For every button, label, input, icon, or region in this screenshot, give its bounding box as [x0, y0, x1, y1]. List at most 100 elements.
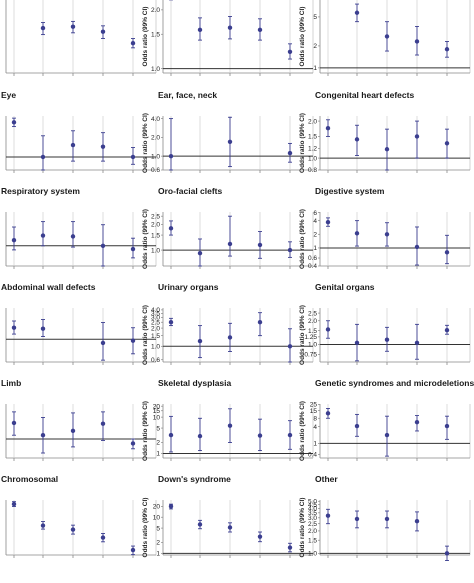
odds-ratio-point — [325, 219, 331, 225]
y-tick-label: 5.0 — [308, 498, 317, 505]
y-axis-label: Odds ratio (99% CI) — [142, 305, 149, 365]
y-axis-label: Odds ratio (99% CI) — [299, 209, 306, 269]
y-tick-label: 6 — [313, 210, 317, 217]
odds-ratio-point — [325, 411, 331, 416]
odds-ratio-point — [354, 423, 360, 429]
odds-ratio-point — [444, 47, 450, 52]
odds-ratio-point — [287, 49, 293, 54]
y-tick-label: 1 — [313, 65, 317, 72]
y-tick-label: 2.0 — [151, 325, 160, 332]
y-tick-label: 0.6 — [308, 255, 317, 262]
y-axis-label: Odds ratio (99% CI) — [299, 498, 306, 558]
panel-title: Eye — [1, 90, 16, 100]
y-tick-label: 1.0 — [151, 66, 160, 73]
y-tick-label: 1.5 — [308, 537, 317, 544]
y-axis-label: Odds ratio (99% CI) — [142, 498, 149, 558]
odds-ratio-point — [414, 419, 420, 425]
y-tick-label: 1 — [156, 551, 160, 558]
odds-ratio-point — [414, 519, 420, 524]
odds-ratio-point — [227, 335, 233, 340]
odds-ratio-point — [444, 327, 450, 333]
y-tick-label: 5 — [156, 425, 160, 432]
y-axis-label: Odds ratio (99% CI) — [142, 7, 149, 67]
odds-ratio-point — [384, 147, 390, 152]
odds-ratio-point — [257, 320, 263, 325]
odds-ratio-point — [100, 340, 106, 346]
odds-ratio-point — [168, 432, 174, 438]
odds-ratio-point — [414, 340, 420, 346]
odds-ratio-point — [257, 433, 263, 438]
odds-ratio-point — [197, 250, 203, 256]
y-tick-label: 1 — [313, 441, 317, 448]
y-tick-label: 20 — [153, 504, 161, 511]
y-tick-label: 2.5 — [151, 213, 160, 220]
y-tick-label: 0.75 — [304, 352, 317, 359]
y-tick-label: 1.0 — [308, 155, 317, 162]
y-tick-label: 1.0 — [151, 344, 160, 351]
panel-9: 0.40.6 1 2 46 Odds ratio (99% CI) Digestive s… — [299, 186, 471, 270]
y-tick-label: 1.2 — [308, 146, 317, 153]
odds-ratio-point — [70, 24, 76, 29]
y-tick-label: 2.0 — [151, 135, 160, 142]
panel-title: Respiratory system — [1, 186, 80, 196]
odds-ratio-point — [325, 126, 331, 131]
odds-ratio-point — [168, 504, 174, 509]
panel-title: Congenital heart defects — [315, 90, 414, 100]
odds-ratio-point — [257, 534, 263, 539]
odds-ratio-point — [100, 421, 106, 426]
y-tick-label: 2 — [156, 440, 160, 447]
y-tick-label: 5 — [313, 14, 317, 21]
odds-ratio-point — [414, 244, 420, 250]
y-tick-label: 0.4 — [308, 263, 317, 270]
y-tick-label: 0.4 — [308, 452, 317, 459]
y-tick-label: 2.0 — [151, 222, 160, 229]
y-tick-label: 8 — [313, 415, 317, 422]
y-tick-label: 3.0 — [151, 315, 160, 322]
odds-ratio-point — [287, 247, 293, 253]
odds-ratio-point — [227, 423, 233, 428]
y-axis-label: Odds ratio (99% CI) — [299, 305, 306, 365]
y-tick-label: 4.0 — [308, 506, 317, 513]
odds-ratio-point — [40, 326, 46, 331]
odds-ratio-point — [168, 153, 174, 159]
panel-title: Skeletal dysplasia — [158, 378, 232, 388]
panel-title: Abdominal wall defects — [1, 282, 96, 292]
y-axis-label: Odds ratio (99% CI) — [299, 7, 306, 67]
odds-ratio-point — [287, 545, 293, 550]
y-tick-label: 15 — [153, 408, 161, 415]
y-axis-label: Odds ratio (99% CI) — [142, 209, 149, 269]
y-tick-label: 3.0 — [308, 515, 317, 522]
odds-ratio-point — [130, 441, 136, 446]
odds-ratio-point — [40, 233, 46, 238]
odds-ratio-point — [287, 432, 293, 438]
y-tick-label: 2.0 — [151, 7, 160, 14]
panel-title: Limb — [1, 378, 21, 388]
y-tick-label: 1.0 — [151, 153, 160, 160]
odds-ratio-point — [168, 226, 174, 231]
odds-ratio-point — [257, 27, 263, 33]
odds-ratio-point — [384, 232, 390, 237]
odds-ratio-point — [197, 522, 203, 527]
odds-ratio-point — [130, 246, 136, 252]
panel-title: Down's syndrome — [158, 474, 231, 484]
odds-ratio-point — [11, 120, 17, 125]
odds-ratio-point — [130, 547, 136, 553]
y-tick-label: 2.0 — [308, 318, 317, 325]
odds-ratio-point — [227, 25, 233, 30]
odds-ratio-point — [70, 428, 76, 434]
odds-ratio-point — [100, 535, 106, 540]
odds-ratio-point — [11, 325, 17, 330]
odds-ratio-point — [11, 501, 17, 507]
odds-ratio-point — [227, 241, 233, 247]
panel-1 — [5, 0, 157, 76]
odds-ratio-point — [354, 340, 360, 346]
odds-ratio-point — [100, 29, 106, 34]
panel-13: Limb — [1, 378, 157, 461]
y-tick-label: 3.5 — [151, 311, 160, 318]
odds-ratio-point — [130, 338, 136, 343]
